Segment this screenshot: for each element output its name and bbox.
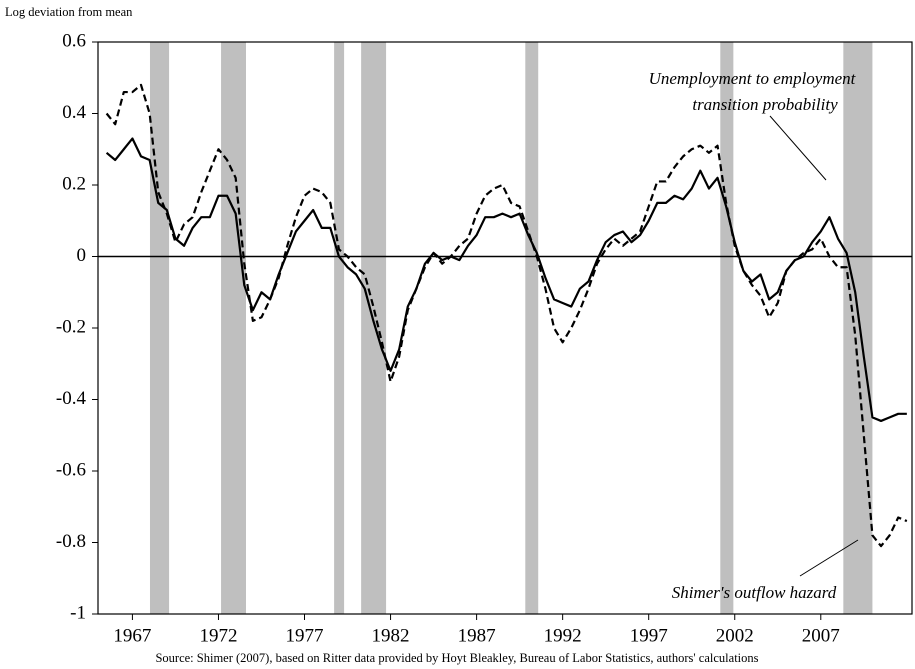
recession-band [720,42,734,614]
recession-band [843,42,873,614]
x-tick-label: 1997 [630,625,668,646]
x-tick-label: 1992 [544,625,582,646]
y-tick-label: -0.6 [56,459,86,480]
x-tick-label: 1977 [286,625,324,646]
plot-frame [97,41,913,615]
y-tick-label: -0.2 [56,316,86,337]
plot-layer: 0.6 0.4 0.2 0 -0.2 -0.4 -0.6 -0.8 -1 1967 1972 1977… [56,30,913,646]
recession-band [334,42,345,614]
recession-band [361,42,387,614]
leader-line [799,539,859,577]
y-tick-label: -0.8 [56,531,86,552]
x-tick-label: 1987 [458,625,496,646]
shade-layer [149,42,873,614]
series-line [105,83,908,548]
recession-band [221,42,246,614]
x-tick-label: 2002 [716,625,754,646]
x-tick-label: 1982 [372,625,410,646]
y-tick-label: -0.4 [56,388,87,409]
y-tick-label: 0 [77,245,87,266]
y-tick-label: 0.2 [62,173,86,194]
recession-band [525,42,539,614]
y-tick-label: -1 [70,602,86,623]
x-tick-label: 1967 [113,625,151,646]
annotation: Unemployment to employment [649,69,857,88]
y-tick-label: 0.4 [62,102,86,123]
leader-line [769,115,827,181]
recession-band [149,42,170,614]
y-tick-label: 0.6 [62,30,86,51]
x-tick-label: 2007 [802,625,840,646]
series-line [105,137,907,423]
source-note: Source: Shimer (2007), based on Ritter d… [155,651,758,665]
annotation: Shimer's outflow hazard [672,583,837,602]
annotation: transition probability [692,95,838,114]
y-axis-label: Log deviation from mean [5,5,133,19]
x-tick-label: 1972 [199,625,237,646]
